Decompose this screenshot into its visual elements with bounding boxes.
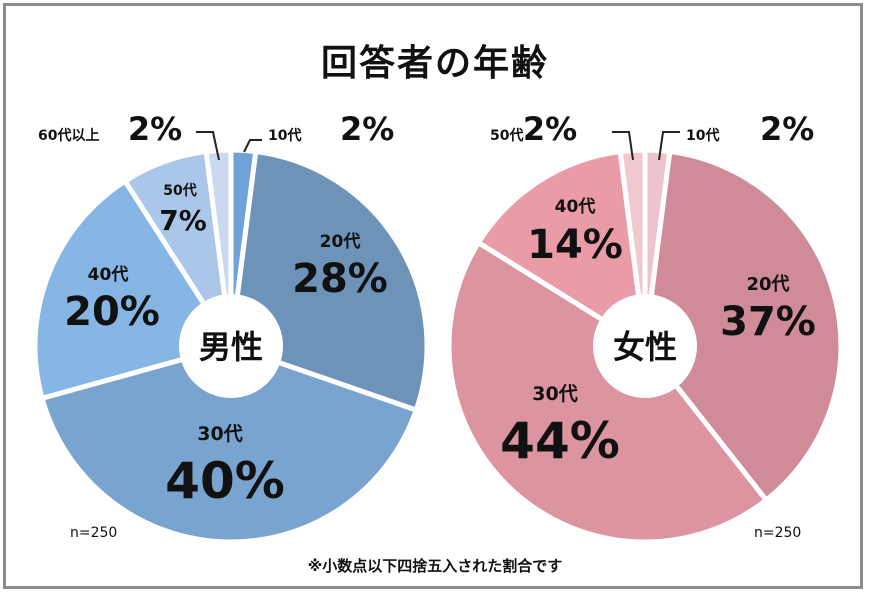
- slice-value-label: 2%: [128, 110, 182, 148]
- slice-category-label: 50代: [490, 127, 523, 144]
- pie-slice: [642, 149, 844, 503]
- slice-category-label: 20代: [320, 231, 361, 252]
- pie-slice: [39, 343, 419, 545]
- slice-category-label: 40代: [88, 264, 129, 285]
- chart-title: 回答者の年齢: [320, 43, 549, 84]
- leader-line: [612, 131, 634, 161]
- slice-value-label: 44%: [500, 412, 620, 470]
- leader-line: [658, 131, 680, 161]
- slice-value-label: 2%: [760, 110, 814, 148]
- pie-slice: [446, 240, 769, 545]
- sample-size-label: n=250: [754, 525, 801, 541]
- slice-value-label: 14%: [527, 222, 623, 268]
- slice-value-label: 40%: [165, 452, 285, 510]
- slice-value-label: 2%: [523, 110, 577, 148]
- slice-category-label: 30代: [197, 423, 242, 445]
- footnote: ※小数点以下四捨五入された割合です: [307, 557, 563, 575]
- pie-0: 男性 n=250 10代 2% 20代 28% 30代 40% 40代 20% 50代 7% 60代以上…: [32, 110, 430, 545]
- slice-category-label: 50代: [163, 182, 196, 199]
- center-label: 男性: [199, 328, 263, 366]
- slice-value-label: 20%: [64, 289, 160, 335]
- slice-category-label: 30代: [532, 383, 577, 405]
- slice-value-label: 7%: [159, 204, 207, 237]
- slice-category-label: 20代: [746, 274, 789, 295]
- slice-category-label: 10代: [686, 127, 719, 144]
- slice-value-label: 28%: [292, 256, 388, 302]
- center-label: 女性: [613, 328, 677, 366]
- pie-slice: [475, 149, 648, 349]
- slice-category-label: 10代: [268, 127, 301, 144]
- leader-line: [196, 131, 220, 161]
- leader-line: [243, 139, 262, 153]
- slice-category-label: 40代: [555, 196, 596, 217]
- sample-size-label: n=250: [70, 525, 117, 541]
- center-circle: [593, 294, 697, 398]
- slice-value-label: 2%: [340, 110, 394, 148]
- slice-value-label: 37%: [720, 299, 816, 345]
- center-circle: [179, 294, 283, 398]
- slice-category-label: 60代以上: [38, 127, 99, 144]
